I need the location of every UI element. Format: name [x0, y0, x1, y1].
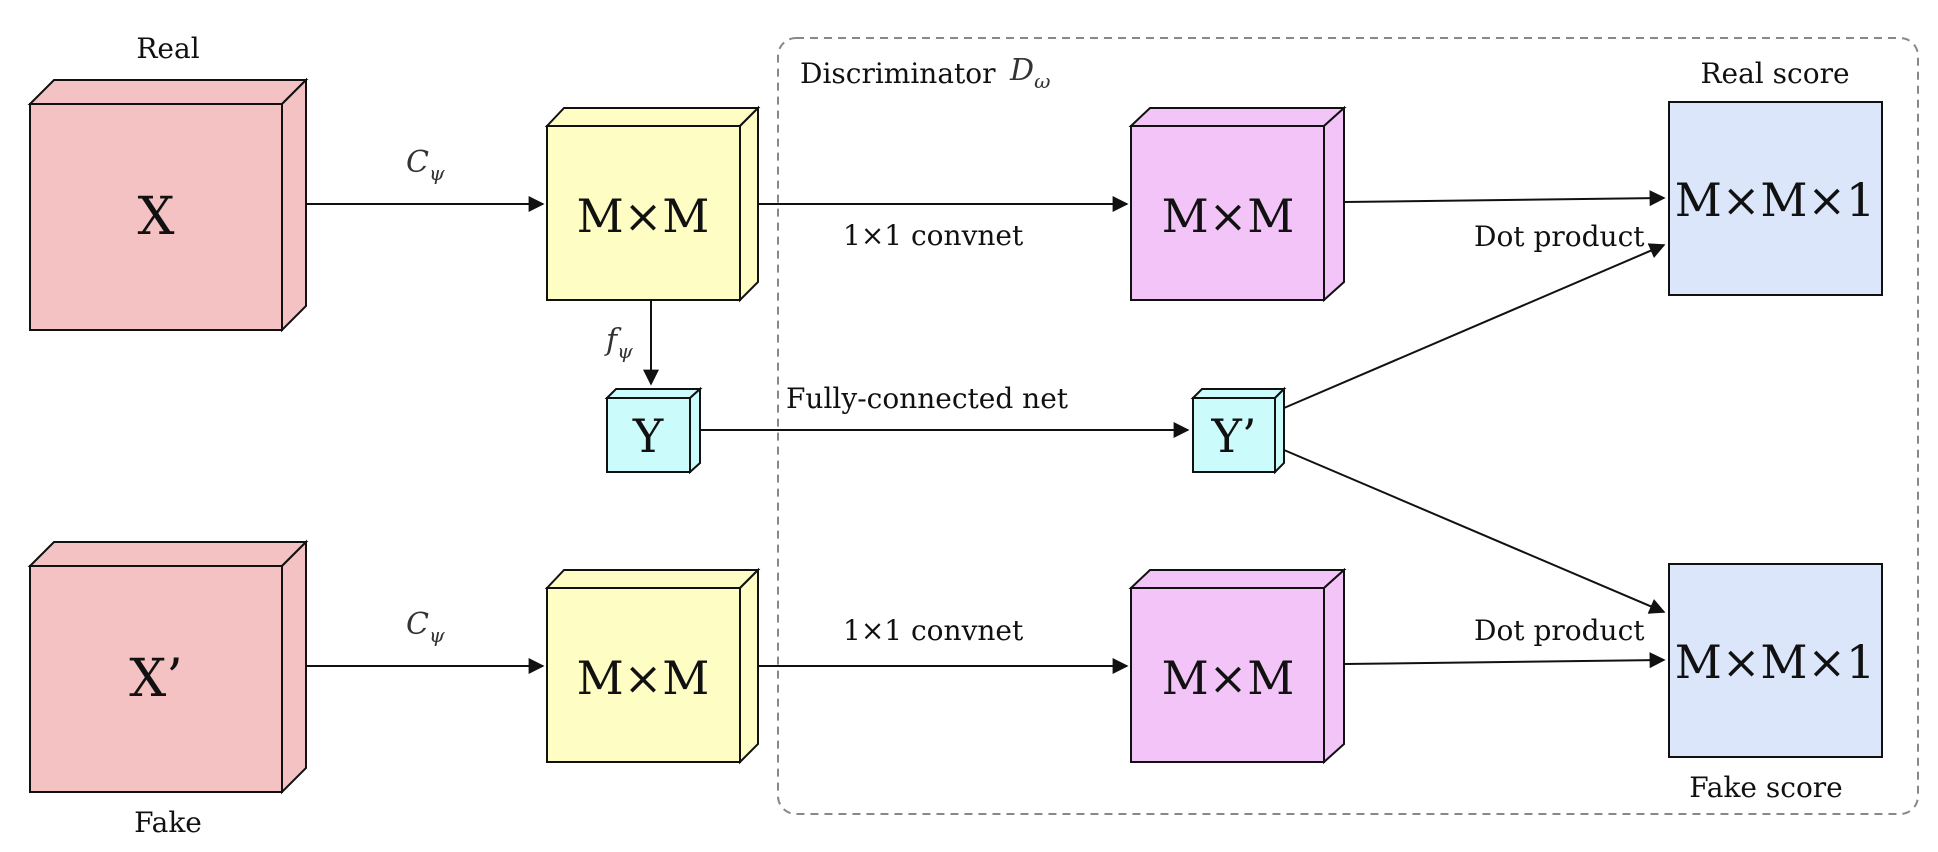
label-cube-y-prime: Y’ — [1190, 386, 1287, 475]
disc-feature-cube-top: M×M — [1128, 105, 1347, 303]
real-score-label: Real score — [1700, 57, 1849, 90]
edge-yprime-to-score-top — [1283, 243, 1666, 409]
f-psi-label: fψ — [604, 323, 633, 363]
real-score-box: M×M×1 — [1668, 101, 1883, 296]
input-cube-fake-text: X’ — [129, 649, 183, 709]
input-cube-real-text: X — [137, 187, 174, 247]
feature-cube-bottom: M×M — [544, 567, 761, 765]
discriminator-region — [777, 37, 1919, 815]
input-cube-fake: X’ — [27, 539, 309, 795]
edge-disc-top-to-score-top — [1343, 190, 1666, 207]
edge-disc-bottom-to-score-bottom — [1343, 652, 1666, 669]
label-cube-y-prime-text: Y’ — [1211, 409, 1257, 463]
c-psi-label-top: Cψ — [406, 145, 445, 185]
convnet-label-top: 1×1 convnet — [843, 219, 1024, 252]
feature-cube-top: M×M — [544, 105, 761, 303]
fake-score-label: Fake score — [1689, 771, 1843, 804]
feature-cube-top-text: M×M — [577, 189, 710, 243]
fake-score-box: M×M×1 — [1668, 563, 1883, 758]
c-psi-label-bottom: Cψ — [406, 607, 445, 647]
real-score-box-text: M×M×1 — [1675, 173, 1876, 227]
disc-feature-cube-bottom-text: M×M — [1162, 651, 1295, 705]
edge-yprime-to-score-bottom — [1283, 449, 1666, 614]
dot-product-label-top: Dot product — [1474, 220, 1645, 253]
label-cube-y-text: Y — [632, 409, 664, 463]
label-cube-y: Y — [604, 386, 703, 475]
fully-connected-label: Fully-connected net — [786, 382, 1069, 415]
fake-label: Fake — [134, 806, 202, 839]
real-label: Real — [136, 32, 199, 65]
disc-feature-cube-bottom: M×M — [1128, 567, 1347, 765]
feature-cube-bottom-text: M×M — [577, 651, 710, 705]
input-cube-real: X — [27, 77, 309, 333]
dot-product-label-bottom: Dot product — [1474, 614, 1645, 647]
discriminator-label: Discriminator — [800, 57, 996, 90]
fake-score-box-text: M×M×1 — [1675, 635, 1876, 689]
disc-feature-cube-top-text: M×M — [1162, 189, 1295, 243]
convnet-label-bottom: 1×1 convnet — [843, 614, 1024, 647]
discriminator-symbol: Dω — [1009, 53, 1050, 93]
